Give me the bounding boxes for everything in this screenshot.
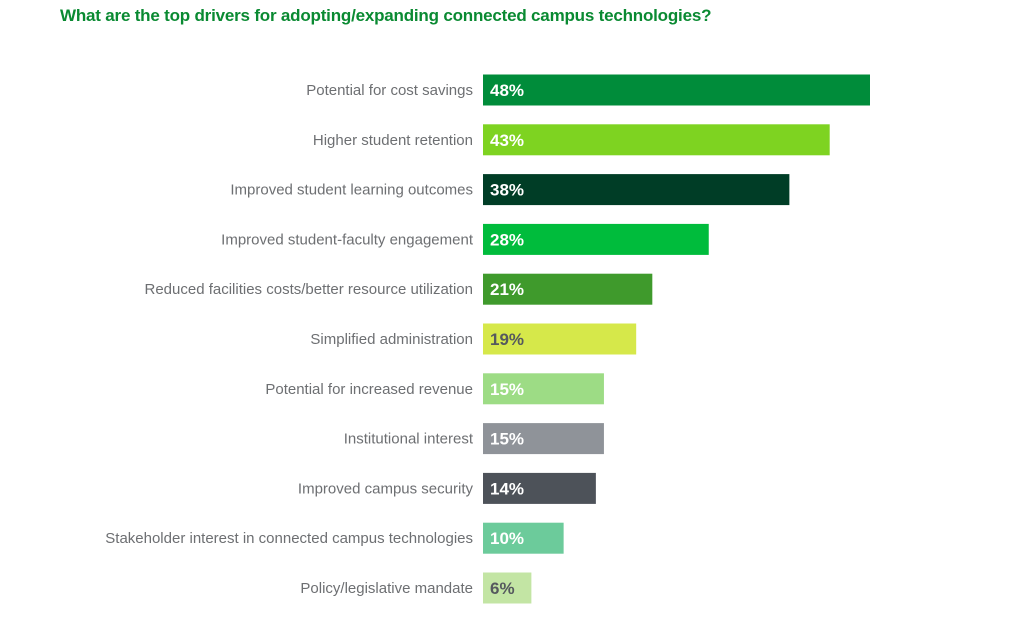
value-label: 6% bbox=[490, 579, 515, 598]
bar bbox=[483, 174, 790, 206]
category-label: Higher student retention bbox=[313, 132, 473, 149]
bar bbox=[483, 323, 637, 355]
value-label: 43% bbox=[490, 131, 524, 150]
category-label: Reduced facilities costs/better resource… bbox=[145, 281, 474, 298]
category-label: Potential for increased revenue bbox=[265, 381, 473, 398]
category-label: Improved campus security bbox=[298, 480, 474, 497]
category-label: Improved student-faculty engagement bbox=[221, 231, 474, 248]
bar bbox=[483, 472, 596, 504]
value-label: 28% bbox=[490, 230, 524, 249]
value-label: 10% bbox=[490, 529, 524, 548]
value-label: 48% bbox=[490, 81, 524, 100]
bar bbox=[483, 423, 604, 455]
category-label: Potential for cost savings bbox=[306, 82, 473, 99]
bar bbox=[483, 522, 564, 554]
category-label: Institutional interest bbox=[344, 431, 474, 448]
value-label: 15% bbox=[490, 430, 524, 449]
category-label: Policy/legislative mandate bbox=[300, 580, 473, 597]
bar bbox=[483, 373, 604, 405]
bar bbox=[483, 124, 830, 156]
value-label: 15% bbox=[490, 380, 524, 399]
bar bbox=[483, 572, 532, 604]
value-label: 38% bbox=[490, 181, 524, 200]
category-label: Simplified administration bbox=[310, 331, 473, 348]
category-label: Stakeholder interest in connected campus… bbox=[105, 530, 473, 547]
bar bbox=[483, 74, 870, 106]
value-label: 14% bbox=[490, 479, 524, 498]
bar bbox=[483, 223, 709, 255]
chart-title: What are the top drivers for adopting/ex… bbox=[60, 6, 712, 25]
value-label: 21% bbox=[490, 280, 524, 299]
bar bbox=[483, 273, 653, 305]
category-label: Improved student learning outcomes bbox=[230, 182, 473, 199]
bars-group: Potential for cost savings 48% Higher stud… bbox=[105, 74, 870, 604]
value-label: 19% bbox=[490, 330, 524, 349]
